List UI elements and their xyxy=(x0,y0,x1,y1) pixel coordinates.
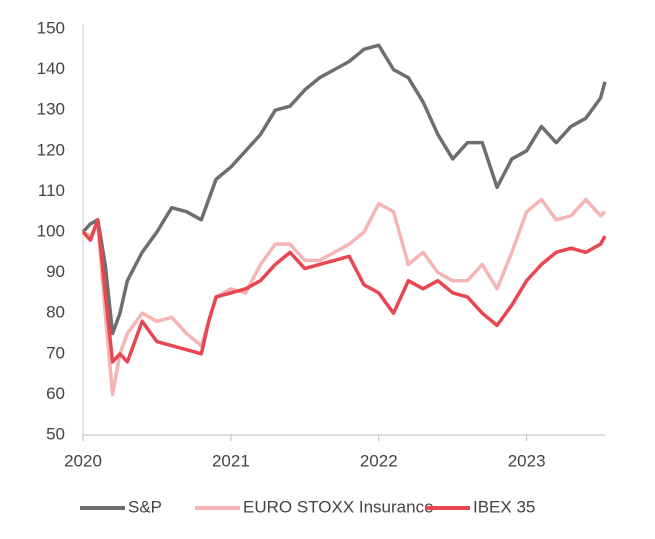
y-tick-label: 100 xyxy=(37,221,65,240)
legend-label: S&P xyxy=(128,497,162,516)
series-line xyxy=(82,197,607,397)
legend-label: IBEX 35 xyxy=(473,497,535,516)
x-tick-label: 2023 xyxy=(508,451,546,470)
y-tick-label: 110 xyxy=(38,181,65,200)
x-tick-label: 2020 xyxy=(64,451,102,470)
y-tick-label: 90 xyxy=(46,262,65,281)
x-tick-label: 2022 xyxy=(360,451,398,470)
series-line xyxy=(81,218,607,364)
series-line xyxy=(81,43,607,336)
x-tick-label: 2021 xyxy=(212,451,250,470)
y-tick-label: 60 xyxy=(46,384,65,403)
y-tick-label: 140 xyxy=(37,59,65,78)
y-tick-label: 50 xyxy=(46,424,65,443)
y-tick-label: 120 xyxy=(37,140,65,159)
y-tick-label: 70 xyxy=(46,343,65,362)
legend-label: EURO STOXX Insurance xyxy=(243,497,434,516)
y-tick-label: 80 xyxy=(46,303,65,322)
y-tick-label: 150 xyxy=(37,18,65,37)
y-tick-label: 130 xyxy=(37,100,65,119)
